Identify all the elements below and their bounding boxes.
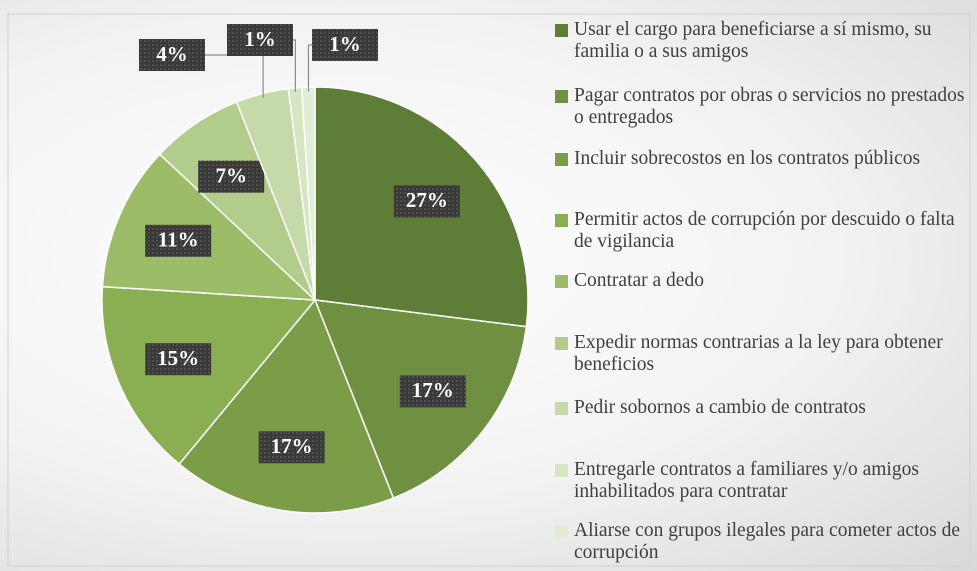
legend-label: Contratar a dedo (574, 270, 704, 291)
legend-label: Incluir sobrecostos en los contratos púb… (574, 148, 921, 169)
data-label: 1% (329, 32, 361, 56)
label-box (145, 224, 212, 257)
data-label: 17% (271, 434, 313, 458)
legend-item: Permitir actos de corrupción por descuid… (555, 209, 975, 253)
legend-label: Pagar contratos por obras o servicios no… (574, 85, 965, 128)
data-label: 27% (406, 188, 448, 212)
legend-item: Expedir normas contrarias a la ley para … (555, 332, 975, 376)
label-box (399, 375, 466, 408)
legend-swatch (555, 275, 568, 288)
leader-line (200, 54, 264, 98)
legend-swatch (555, 402, 568, 415)
label-box (227, 24, 293, 56)
legend-item: Aliarse con grupos ilegales para cometer… (555, 520, 975, 564)
label-box (139, 39, 205, 71)
legend-label: Usar el cargo para beneficiarse a sí mis… (574, 19, 932, 62)
label-box (312, 29, 378, 61)
legend-label: Expedir normas contrarias a la ley para … (574, 332, 943, 375)
label-box (198, 160, 265, 193)
legend-label: Aliarse con grupos ilegales para cometer… (574, 520, 961, 563)
legend-item: Entregarle contratos a familiares y/o am… (555, 459, 975, 503)
legend-swatch (555, 337, 568, 350)
legend-item: Incluir sobrecostos en los contratos púb… (555, 148, 975, 170)
legend-swatch (555, 525, 568, 538)
label-box (258, 431, 325, 464)
legend-swatch (555, 24, 568, 37)
data-label: 4% (156, 42, 188, 66)
legend-item: Contratar a dedo (555, 270, 975, 292)
data-label: 17% (412, 378, 454, 402)
legend-swatch (555, 214, 568, 227)
data-label: 11% (158, 228, 199, 252)
pie-slice (178, 298, 395, 514)
data-label: 15% (157, 346, 199, 370)
legend-item: Pedir sobornos a cambio de contratos (555, 397, 975, 419)
label-box (393, 185, 460, 218)
legend-item: Pagar contratos por obras o servicios no… (555, 85, 975, 129)
frame (7, 13, 971, 567)
legend-swatch (555, 153, 568, 166)
data-label: 7% (215, 163, 247, 187)
legend-label: Pedir sobornos a cambio de contratos (574, 397, 866, 418)
pie-slice (101, 285, 317, 466)
label-box (145, 343, 212, 376)
data-label: 1% (244, 27, 276, 51)
legend-label: Entregarle contratos a familiares y/o am… (574, 459, 919, 502)
legend-swatch (555, 464, 568, 477)
legend-item: Usar el cargo para beneficiarse a sí mis… (555, 19, 975, 63)
legend-label: Permitir actos de corrupción por descuid… (574, 209, 955, 252)
legend-swatch (555, 90, 568, 103)
